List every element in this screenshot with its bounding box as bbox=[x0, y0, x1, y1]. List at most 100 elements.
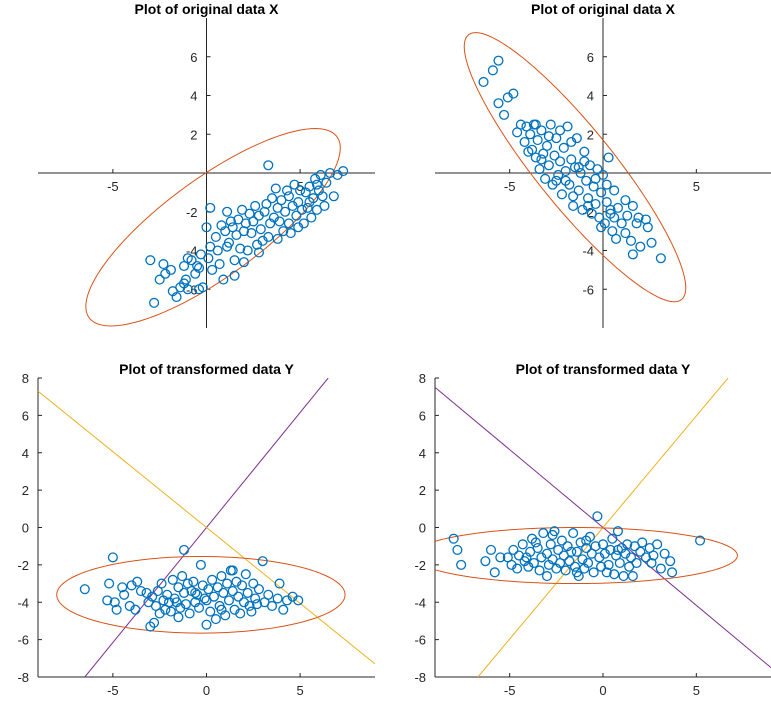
y-tick-label: -2 bbox=[186, 205, 198, 220]
data-point bbox=[283, 191, 294, 202]
data-point bbox=[270, 183, 281, 194]
y-tick-label: -6 bbox=[17, 633, 29, 648]
data-point bbox=[192, 260, 203, 272]
data-point bbox=[253, 584, 264, 595]
data-point bbox=[575, 167, 586, 179]
data-point bbox=[281, 185, 293, 196]
data-point bbox=[218, 274, 229, 285]
data-point bbox=[242, 245, 253, 256]
data-point bbox=[203, 584, 214, 595]
data-point bbox=[452, 544, 463, 555]
data-point bbox=[197, 282, 208, 293]
data-point bbox=[263, 589, 274, 600]
data-point bbox=[571, 546, 582, 557]
data-point bbox=[592, 164, 603, 175]
confidence-ellipse bbox=[435, 526, 738, 585]
y-tick-label: 8 bbox=[22, 371, 29, 386]
data-point bbox=[274, 578, 285, 589]
data-point bbox=[448, 533, 459, 544]
data-point bbox=[652, 539, 663, 550]
data-point bbox=[541, 140, 553, 151]
data-point bbox=[338, 166, 349, 177]
x-tick-label: 0 bbox=[599, 683, 606, 698]
data-point bbox=[573, 185, 584, 196]
data-point bbox=[631, 557, 642, 569]
data-point bbox=[588, 567, 599, 578]
y-tick-label: 6 bbox=[22, 408, 29, 423]
x-tick-label: -5 bbox=[504, 179, 516, 194]
data-point bbox=[190, 587, 201, 598]
y-tick-label: 4 bbox=[190, 89, 197, 104]
chart-panel-4: Plot of transformed data Y -5 0 5 -8 -6 -4 -2 0 2… bbox=[414, 361, 771, 698]
data-point bbox=[620, 228, 631, 239]
data-point bbox=[240, 569, 251, 580]
data-point bbox=[180, 599, 191, 610]
x-tick-label: 0 bbox=[203, 683, 210, 698]
data-point bbox=[227, 565, 238, 576]
data-point bbox=[222, 206, 233, 217]
data-point bbox=[246, 228, 257, 239]
data-point bbox=[130, 604, 141, 615]
data-point bbox=[601, 179, 612, 190]
data-point bbox=[588, 181, 599, 192]
data-point bbox=[201, 222, 212, 233]
data-point bbox=[478, 76, 489, 87]
data-point bbox=[182, 284, 193, 295]
data-point bbox=[640, 214, 651, 225]
data-point bbox=[667, 567, 678, 578]
data-point bbox=[248, 578, 259, 589]
data-point bbox=[201, 619, 212, 630]
data-point bbox=[612, 202, 623, 213]
data-point bbox=[618, 571, 629, 582]
data-point bbox=[154, 274, 165, 285]
data-point bbox=[223, 237, 235, 248]
data-point bbox=[193, 602, 205, 613]
y-tick-label: 6 bbox=[190, 50, 197, 65]
data-point bbox=[223, 595, 235, 606]
data-point bbox=[272, 233, 283, 244]
data-point bbox=[145, 255, 156, 266]
y-tick-label: 4 bbox=[587, 89, 594, 104]
data-point bbox=[205, 606, 216, 617]
data-point bbox=[495, 552, 506, 563]
data-point bbox=[132, 576, 143, 587]
data-point bbox=[545, 539, 556, 550]
data-point bbox=[229, 255, 240, 266]
data-point bbox=[596, 561, 607, 572]
y-tick-label: -6 bbox=[582, 282, 594, 297]
data-point bbox=[456, 559, 467, 570]
data-point bbox=[635, 546, 646, 557]
data-point bbox=[315, 169, 326, 180]
data-point bbox=[530, 119, 541, 130]
data-point bbox=[583, 193, 594, 204]
data-point bbox=[304, 181, 315, 192]
data-point bbox=[207, 574, 218, 585]
data-point bbox=[659, 548, 670, 559]
data-point bbox=[205, 241, 216, 252]
plot-area bbox=[463, 32, 687, 303]
data-point bbox=[291, 210, 302, 221]
data-point bbox=[167, 574, 178, 585]
data-point bbox=[637, 537, 648, 548]
data-point bbox=[250, 200, 261, 211]
data-point bbox=[325, 167, 336, 179]
data-point bbox=[235, 608, 246, 619]
data-point bbox=[296, 204, 308, 215]
confidence-ellipse bbox=[463, 32, 687, 303]
data-point bbox=[625, 552, 637, 563]
chart-title: Plot of original data X bbox=[531, 1, 676, 17]
data-point bbox=[251, 599, 263, 610]
y-tick-label: -4 bbox=[17, 595, 29, 610]
data-point bbox=[596, 187, 607, 198]
data-point bbox=[579, 156, 590, 167]
data-point bbox=[321, 177, 332, 188]
data-point bbox=[199, 593, 210, 604]
y-tick-label: 2 bbox=[22, 483, 29, 498]
data-point bbox=[568, 528, 579, 539]
data-point bbox=[581, 535, 592, 546]
data-point bbox=[631, 218, 642, 229]
data-point bbox=[250, 593, 261, 604]
data-point bbox=[212, 582, 223, 593]
chart-panel-3: Plot of transformed data Y -5 0 5 -8 -6 -4 -2 0 2… bbox=[17, 361, 375, 698]
data-point bbox=[583, 557, 594, 569]
